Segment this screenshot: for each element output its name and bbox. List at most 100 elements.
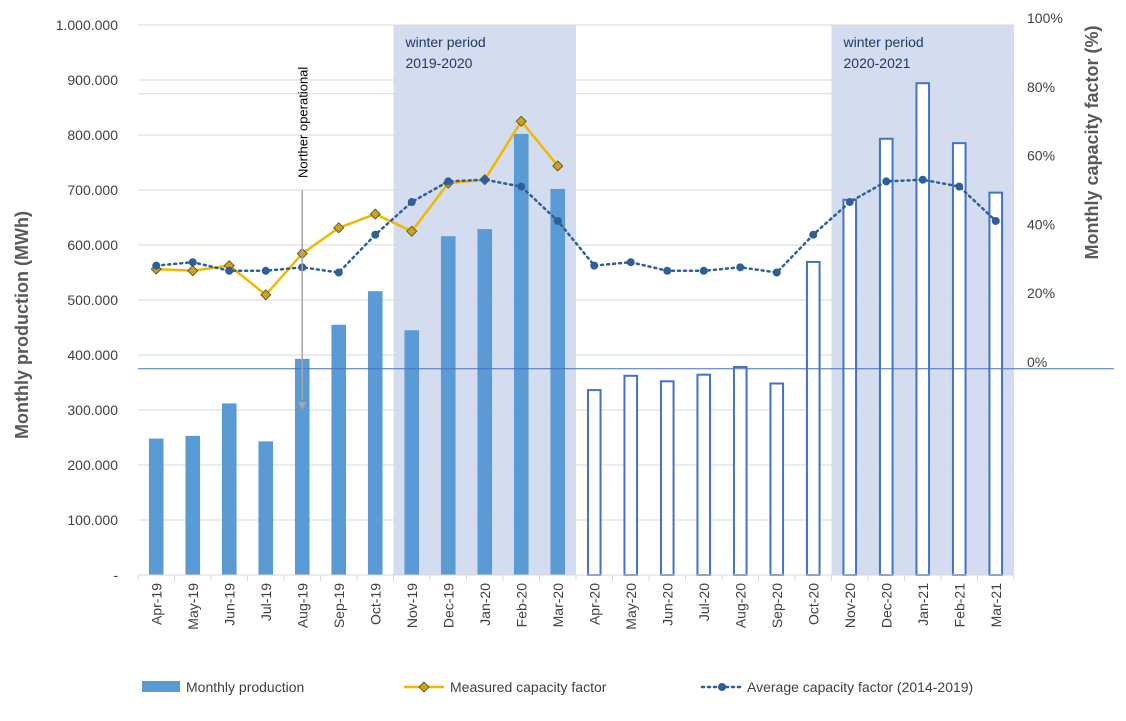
y-axis-title: Monthly production (MWh) xyxy=(12,211,32,439)
x-tick-label: Mar-21 xyxy=(988,583,1004,628)
average-capacity-point xyxy=(225,266,234,275)
average-capacity-point xyxy=(517,182,526,191)
production-bar xyxy=(221,403,237,575)
average-capacity-point xyxy=(736,263,745,272)
average-capacity-point xyxy=(407,198,416,207)
legend: Monthly production Measured capacity fact… xyxy=(142,679,973,695)
legend-marker-measured xyxy=(418,681,430,693)
average-capacity-point xyxy=(480,175,489,184)
y-tick-label: 800.000 xyxy=(67,127,118,143)
average-capacity-point xyxy=(882,177,891,186)
expected-production-bar xyxy=(769,382,785,576)
average-capacity-line xyxy=(155,178,998,274)
x-tick-label: Jun-20 xyxy=(659,583,675,626)
average-capacity-point xyxy=(772,268,781,277)
winter-period-years: 2020-2021 xyxy=(844,55,911,71)
expected-production-bar xyxy=(659,380,675,576)
x-tick-label: Feb-20 xyxy=(513,583,529,628)
winter-period-label: winter period xyxy=(405,34,486,50)
x-tick-label: Jun-19 xyxy=(221,583,237,626)
annotation-layer: Norther operational xyxy=(295,67,310,410)
x-tick-label: Jan-21 xyxy=(915,583,931,626)
x-tick-label: Jul-19 xyxy=(258,583,274,621)
capacity-factor-lines xyxy=(150,115,1000,301)
average-capacity-point xyxy=(371,230,380,239)
annotation-arrowhead xyxy=(298,402,307,410)
x-tick-label: Nov-20 xyxy=(842,583,858,628)
expected-production-bar xyxy=(696,373,712,577)
y2-tick-label: 100% xyxy=(1027,10,1063,26)
expected-production-bar xyxy=(915,82,931,576)
expected-production-bar xyxy=(951,142,967,576)
measured-capacity-point xyxy=(406,225,418,237)
y-tick-label: 1.000.000 xyxy=(56,17,118,33)
y2-tick-label: 80% xyxy=(1027,79,1055,95)
y-tick-label: 500.000 xyxy=(67,292,118,308)
production-bar xyxy=(331,324,347,575)
average-capacity-point xyxy=(663,266,672,275)
x-tick-label: Dec-20 xyxy=(878,583,894,628)
average-capacity-point xyxy=(590,261,599,270)
axes: - 100.000 200.000 300.000 400.000 500.000 600.… xyxy=(12,10,1102,630)
average-capacity-point xyxy=(334,268,343,277)
legend-marker-average xyxy=(718,683,726,691)
measured-capacity-point xyxy=(552,160,564,172)
y-tick-label: 200.000 xyxy=(67,457,118,473)
x-tick-label: Oct-20 xyxy=(805,583,821,625)
y2-tick-label: 0% xyxy=(1027,354,1047,370)
production-bar xyxy=(258,441,274,575)
x-tick-label: Apr-19 xyxy=(148,583,164,625)
y2-tick-label: 20% xyxy=(1027,285,1055,301)
y-tick-label: 400.000 xyxy=(67,347,118,363)
x-tick-label: Aug-19 xyxy=(294,583,310,628)
measured-capacity-point xyxy=(369,208,381,220)
production-bar xyxy=(148,438,164,575)
average-capacity-point xyxy=(699,266,708,275)
y-tick-label: 900.000 xyxy=(67,72,118,88)
expected-production-bar xyxy=(586,389,602,576)
legend-label-measured: Measured capacity factor xyxy=(450,679,607,695)
x-tick-label: Jan-20 xyxy=(477,583,493,626)
x-tick-label: Jul-20 xyxy=(696,583,712,621)
average-capacity-point xyxy=(553,216,562,225)
x-tick-label: Nov-19 xyxy=(404,583,420,628)
average-capacity-point xyxy=(261,266,270,275)
average-capacity-point xyxy=(188,258,197,267)
y-tick-label: 300.000 xyxy=(67,402,118,418)
x-tick-label: May-20 xyxy=(623,583,639,630)
average-capacity-point xyxy=(845,198,854,207)
production-bar xyxy=(477,229,493,576)
legend-label-average: Average capacity factor (2014-2019) xyxy=(747,679,973,695)
production-bar xyxy=(513,133,529,575)
y-tick-label: 100.000 xyxy=(67,512,118,528)
x-tick-label: Sep-20 xyxy=(769,583,785,628)
measured-capacity-line xyxy=(156,119,559,297)
y-tick-label: 700.000 xyxy=(67,182,118,198)
average-capacity-point xyxy=(991,216,1000,225)
y2-tick-label: 40% xyxy=(1027,216,1055,232)
average-capacity-point xyxy=(918,175,927,184)
expected-production-bar xyxy=(878,137,894,576)
production-bar xyxy=(440,236,456,575)
winter-period-label: winter period xyxy=(843,34,924,50)
average-capacity-point xyxy=(809,230,818,239)
x-tick-label: Dec-19 xyxy=(440,583,456,628)
legend-label-production: Monthly production xyxy=(186,679,304,695)
production-bar xyxy=(404,330,420,575)
measured-capacity-point xyxy=(260,289,272,301)
production-bar xyxy=(550,188,566,575)
expected-production-bar xyxy=(732,366,748,576)
x-tick-label: May-19 xyxy=(185,583,201,630)
measured-capacity-point xyxy=(187,265,199,277)
measured-capacity-point xyxy=(515,115,527,127)
expected-production-bar xyxy=(805,260,821,576)
y2-axis-title: Monthly capacity factor (%) xyxy=(1082,25,1102,259)
y-tick-label: 600.000 xyxy=(67,237,118,253)
legend-swatch-production xyxy=(142,681,180,692)
measured-capacity-point xyxy=(333,222,345,234)
expected-production-bar xyxy=(988,191,1004,576)
x-tick-label: Feb-21 xyxy=(951,583,967,628)
x-tick-label: Mar-20 xyxy=(550,583,566,628)
expected-production-bar xyxy=(842,198,858,577)
production-bar xyxy=(367,291,383,575)
